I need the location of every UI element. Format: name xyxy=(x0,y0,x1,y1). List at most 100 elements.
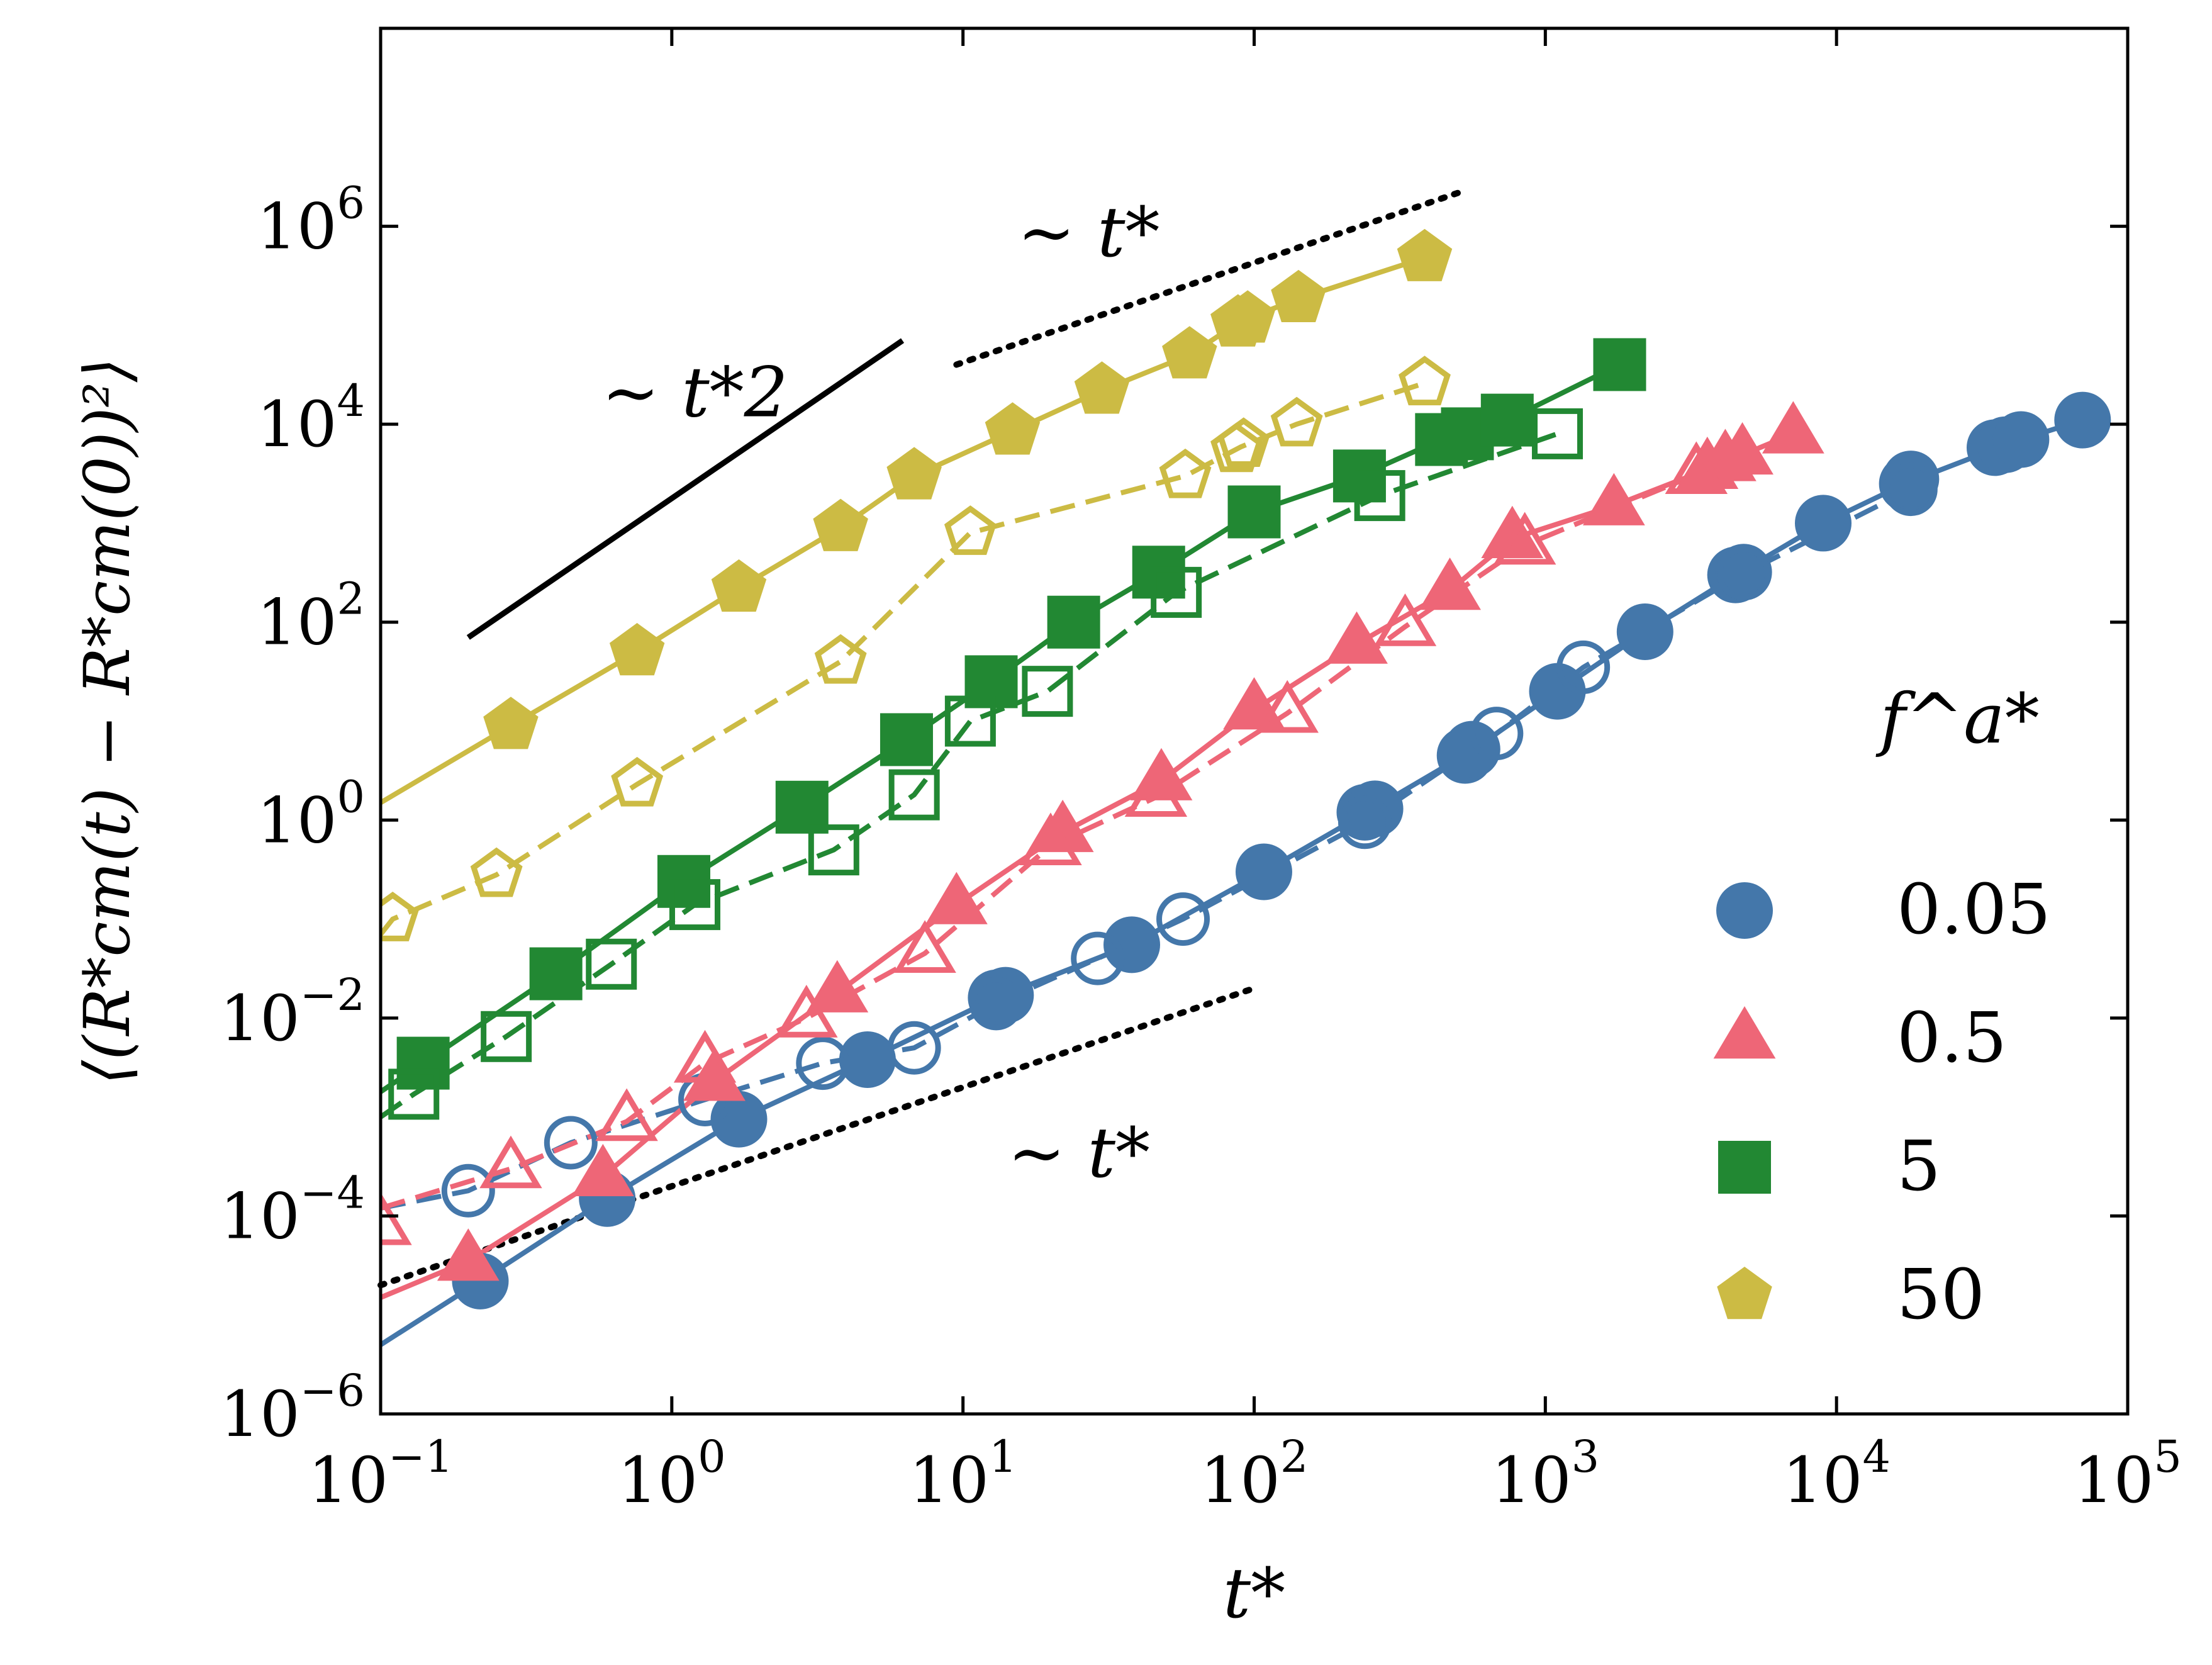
data-point-5-1 xyxy=(481,1011,532,1062)
slope-annotation-1: ~ t* xyxy=(1017,192,1159,272)
data-point-1-6 xyxy=(1071,931,1125,985)
legend-marker-2 xyxy=(1718,1141,1771,1194)
data-point-0-15 xyxy=(1715,544,1772,601)
data-point-7-6 xyxy=(1210,422,1263,473)
data-point-4-6 xyxy=(1047,595,1100,649)
data-point-7-9 xyxy=(1399,356,1451,406)
data-point-0-6 xyxy=(1103,916,1161,973)
guide-line-0 xyxy=(466,338,905,640)
slope-annotation-2: ~ t* xyxy=(1008,1113,1150,1193)
x-tick-label-2: 101 xyxy=(909,1431,1017,1517)
data-point-1-12 xyxy=(1884,462,1938,517)
data-point-0-11 xyxy=(1443,720,1500,778)
y-tick-label-6: 106 xyxy=(257,177,365,264)
legend: f^a* 0.05 0.5 5 50 xyxy=(1713,678,2051,1335)
data-point-6-0 xyxy=(483,697,539,749)
series-line-7 xyxy=(381,381,1426,936)
y-axis-label: ⟨(R*cm(t) − R*cm(0))²⟩ xyxy=(70,357,144,1085)
legend-label-1: 0.5 xyxy=(1897,997,2007,1078)
data-point-5-3 xyxy=(669,879,720,931)
data-point-2-10 xyxy=(1481,505,1544,558)
data-point-4-0 xyxy=(396,1036,450,1090)
data-point-6-9 xyxy=(1220,290,1275,343)
y-tick-label-1: 10−4 xyxy=(220,1167,365,1253)
data-point-2-4 xyxy=(925,872,988,924)
data-point-3-8 xyxy=(1256,680,1319,733)
data-point-6-4 xyxy=(886,447,942,500)
slope-annotation-0: ~ t*2 xyxy=(601,352,788,433)
data-point-1-8 xyxy=(1338,795,1392,849)
data-point-3-7 xyxy=(1124,764,1188,817)
data-point-7-0 xyxy=(381,892,419,941)
data-point-2-0 xyxy=(437,1228,500,1281)
data-point-5-7 xyxy=(1022,666,1073,717)
data-point-2-5 xyxy=(1031,799,1094,853)
data-point-7-7 xyxy=(1217,417,1270,468)
x-axis-label: t* xyxy=(1223,1553,1285,1634)
data-point-6-5 xyxy=(985,402,1041,455)
data-point-3-4 xyxy=(775,985,838,1038)
data-point-7-4 xyxy=(944,505,997,555)
data-point-7-8 xyxy=(1270,396,1323,447)
data-point-6-10 xyxy=(1271,269,1326,323)
x-tick-label-5: 104 xyxy=(1782,1431,1891,1517)
data-point-3-2 xyxy=(595,1088,658,1141)
data-point-7-1 xyxy=(470,847,523,897)
data-point-3-10 xyxy=(1493,512,1556,565)
guides-layer xyxy=(377,187,1468,1289)
data-point-4-8 xyxy=(1227,485,1281,539)
data-point-3-5 xyxy=(893,920,956,973)
data-point-5-8 xyxy=(1151,566,1202,618)
data-point-6-11 xyxy=(1397,228,1453,281)
data-point-0-5 xyxy=(977,967,1034,1024)
y-tick-label-4: 102 xyxy=(257,573,365,659)
data-point-3-1 xyxy=(479,1135,542,1189)
data-point-0-18 xyxy=(1882,451,1940,508)
legend-marker-3 xyxy=(1717,1267,1772,1320)
x-tick-label-6: 105 xyxy=(2074,1431,2182,1517)
data-point-3-3 xyxy=(673,1029,737,1083)
y-tick-label-0: 10−6 xyxy=(220,1365,365,1451)
data-point-2-8 xyxy=(1326,611,1388,664)
data-point-1-4 xyxy=(887,1021,941,1075)
data-point-2-14 xyxy=(1711,422,1774,475)
data-point-0-22 xyxy=(2054,391,2111,449)
data-point-6-6 xyxy=(1074,361,1130,414)
data-point-0-21 xyxy=(1992,411,2050,468)
data-point-2-2 xyxy=(683,1048,746,1101)
legend-label-2: 5 xyxy=(1897,1126,1941,1206)
data-point-5-4 xyxy=(808,824,859,876)
legend-marker-0 xyxy=(1716,882,1773,939)
data-point-7-2 xyxy=(611,756,664,807)
guide-line-2 xyxy=(377,985,1258,1289)
legend-label-0: 0.05 xyxy=(1897,869,2051,950)
data-point-0-2 xyxy=(710,1090,768,1148)
data-point-5-5 xyxy=(888,769,940,821)
x-tick-label-4: 103 xyxy=(1491,1431,1599,1517)
x-tick-label-3: 102 xyxy=(1200,1431,1309,1517)
data-point-5-6 xyxy=(944,695,996,747)
data-point-3-0 xyxy=(381,1192,412,1245)
data-point-2-15 xyxy=(1762,401,1824,454)
data-point-4-1 xyxy=(529,947,583,1001)
data-point-0-16 xyxy=(1794,495,1852,552)
data-point-6-3 xyxy=(813,498,868,551)
data-point-6-1 xyxy=(609,623,665,676)
data-point-0-7 xyxy=(1235,843,1292,900)
legend-title: f^a* xyxy=(1875,678,2039,759)
data-point-6-7 xyxy=(1162,326,1217,379)
data-point-1-10 xyxy=(1556,640,1611,694)
data-point-1-1 xyxy=(544,1116,598,1170)
data-point-5-9 xyxy=(1354,470,1405,522)
series-line-5 xyxy=(381,431,1558,1119)
data-point-2-3 xyxy=(806,960,869,1012)
series-line-0 xyxy=(381,417,2084,1347)
data-point-4-12 xyxy=(1480,393,1534,447)
y-tick-label-2: 10−2 xyxy=(220,969,365,1055)
data-point-0-13 xyxy=(1616,603,1673,660)
data-point-7-5 xyxy=(1159,448,1212,498)
data-point-0-9 xyxy=(1346,780,1404,838)
data-point-4-13 xyxy=(1593,338,1646,391)
